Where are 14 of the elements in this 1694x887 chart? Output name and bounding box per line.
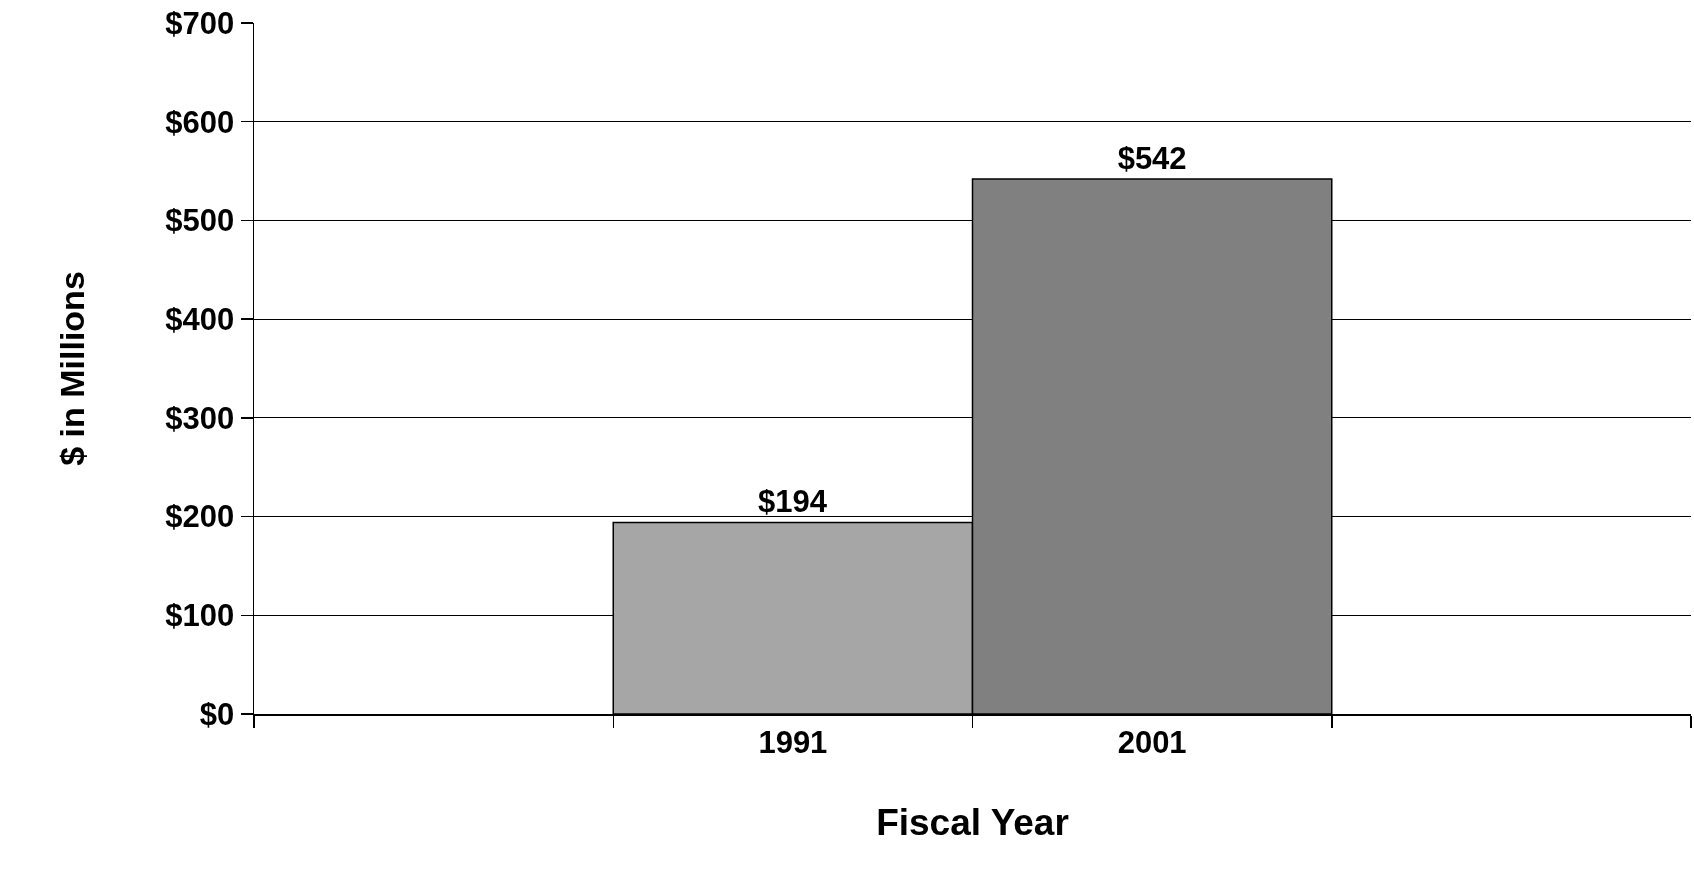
y-tick-label: $100	[165, 598, 235, 634]
x-tick-label: 1991	[758, 724, 828, 760]
y-axis-title: $ in Millions	[53, 271, 92, 466]
y-tick-label: $600	[165, 104, 235, 140]
y-tick-label: $200	[165, 499, 235, 535]
y-tick-label: $500	[165, 203, 235, 239]
y-tick-label: $300	[165, 400, 235, 436]
data-label: $542	[1117, 140, 1187, 176]
data-label: $194	[758, 484, 828, 520]
x-tick-label: 2001	[1117, 724, 1187, 760]
y-tick-label: $0	[199, 696, 235, 732]
y-tick-label: $700	[165, 5, 235, 41]
y-tick-label: $400	[165, 301, 235, 337]
x-axis-title: Fiscal Year	[876, 801, 1069, 843]
